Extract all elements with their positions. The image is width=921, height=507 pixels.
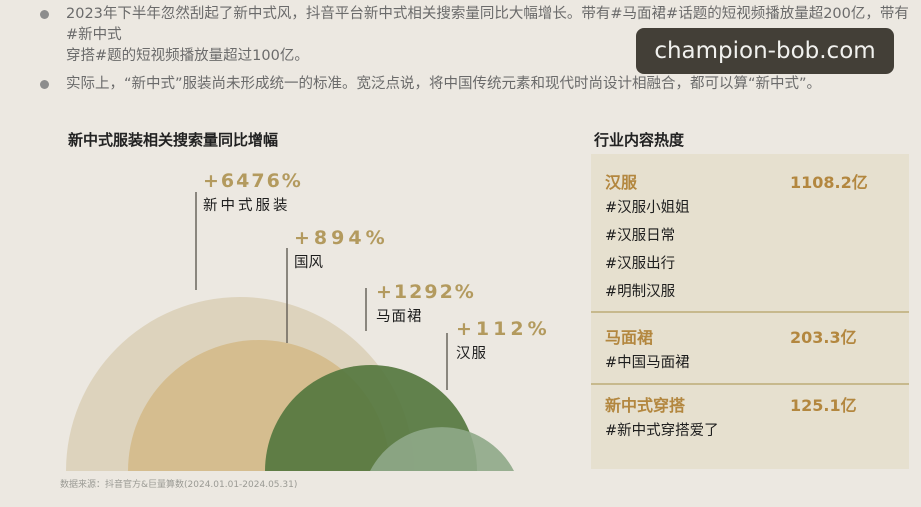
value-label: +6476% (203, 170, 303, 192)
bullet-dot-icon (40, 80, 49, 89)
section-header: 马面裙 203.3亿 (605, 323, 909, 349)
annotation-guofeng: +894% 国风 (294, 227, 389, 272)
category-label: 马面裙 (376, 309, 423, 325)
value-label: +894% (294, 227, 389, 249)
bullet-2: 实际上，“新中式”服装尚未形成统一的标准。宽泛点说，将中国传统元素和现代时尚设计… (38, 74, 918, 95)
section-xinzhongshi-chuanda: 新中式穿搭 125.1亿 #新中式穿搭爱了 (591, 383, 909, 445)
bullet-1-continued: 穿搭#题的短视频播放量超过100亿。 (38, 46, 918, 67)
hashtag: #汉服小姐姐 (605, 200, 690, 216)
category-label: 国风 (294, 255, 323, 271)
annotation-xinzhongshi: +6476% 新中式服装 (203, 170, 303, 215)
section-header: 汉服 1108.2亿 (605, 168, 909, 194)
section-name: 汉服 (605, 173, 638, 192)
section-value: 203.3亿 (790, 328, 857, 347)
hashtag: #明制汉服 (605, 284, 676, 300)
section-header: 新中式穿搭 125.1亿 (605, 391, 909, 417)
semicircle-hanfu (370, 427, 514, 471)
bullet-1: 2023年下半年忽然刮起了新中式风，抖音平台新中式相关搜索量同比大幅增长。带有#… (38, 4, 918, 46)
annotation-hanfu: +112% 汉服 (456, 318, 551, 363)
hashtag: #汉服出行 (605, 256, 676, 272)
content-heat-panel: 汉服 1108.2亿 #汉服小姐姐 #汉服日常 #汉服出行 #明制汉服 马面裙 … (591, 154, 909, 469)
watermark: champion-bob.com (636, 28, 894, 74)
category-label: 汉服 (456, 346, 487, 362)
bullet-2-text: 实际上，“新中式”服装尚未形成统一的标准。宽泛点说，将中国传统元素和现代时尚设计… (66, 76, 822, 92)
section-mamianqun: 马面裙 203.3亿 #中国马面裙 (591, 311, 909, 383)
panel-title: 行业内容热度 (594, 131, 685, 149)
hashtag: #中国马面裙 (605, 355, 690, 371)
bullet-dot-icon (40, 10, 49, 19)
section-value: 1108.2亿 (790, 173, 868, 192)
bullet-1-text: 2023年下半年忽然刮起了新中式风，抖音平台新中式相关搜索量同比大幅增长。带有#… (66, 6, 909, 43)
section-value: 125.1亿 (790, 396, 857, 415)
hashtag: #新中式穿搭爱了 (605, 423, 719, 439)
section-hanfu: 汉服 1108.2亿 #汉服小姐姐 #汉服日常 #汉服出行 #明制汉服 (591, 154, 909, 311)
value-label: +1292% (376, 281, 476, 303)
value-label: +112% (456, 318, 551, 340)
bullet-1-continued-text: 穿搭#题的短视频播放量超过100亿。 (66, 48, 309, 64)
data-source-note: 数据来源：抖音官方&巨量算数(2024.01.01-2024.05.31) (60, 480, 298, 490)
category-label: 新中式服装 (203, 198, 291, 214)
hashtag: #汉服日常 (605, 228, 676, 244)
section-name: 马面裙 (605, 328, 654, 347)
intro-bullets: 2023年下半年忽然刮起了新中式风，抖音平台新中式相关搜索量同比大幅增长。带有#… (38, 4, 918, 102)
annotation-mamianqun: +1292% 马面裙 (376, 281, 476, 326)
section-name: 新中式穿搭 (605, 396, 686, 415)
chart-title: 新中式服装相关搜索量同比增幅 (68, 131, 279, 149)
